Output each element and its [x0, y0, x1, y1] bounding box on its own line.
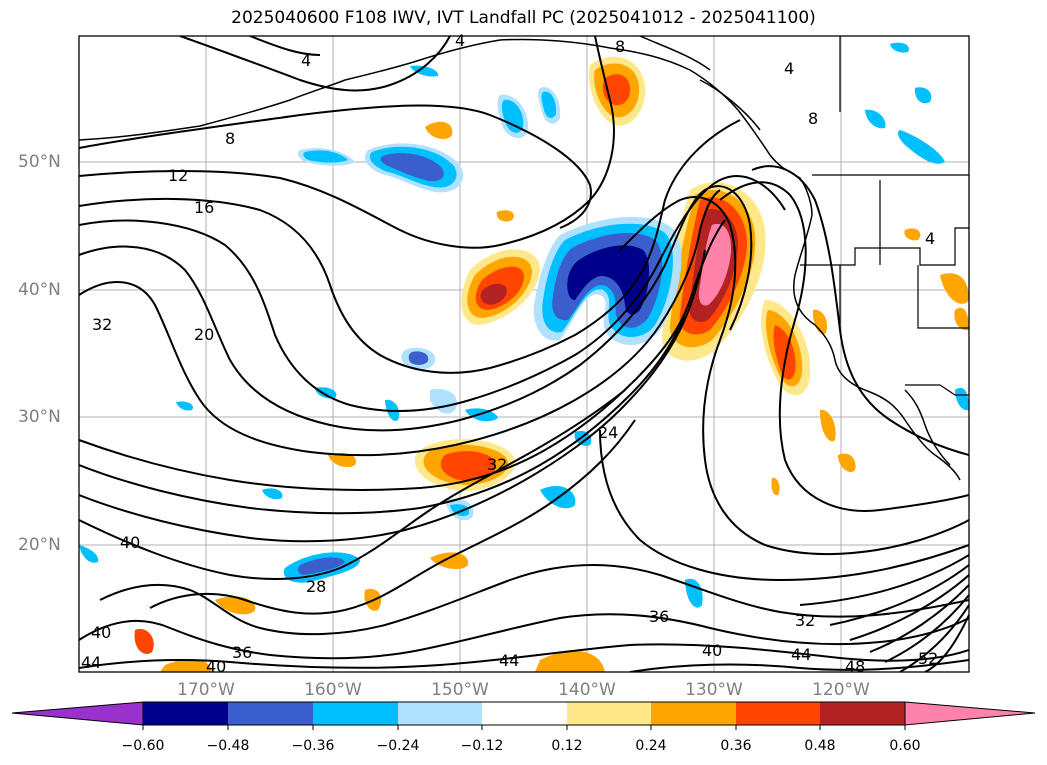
- colorbar: [11, 701, 1036, 730]
- contour-line: [179, 36, 451, 92]
- contour-label: 8: [225, 129, 235, 148]
- lon-label-170w: 170°W: [177, 680, 235, 700]
- contour-line: [719, 181, 969, 512]
- colorbar-over-arrow: [904, 701, 1036, 726]
- lon-label-130w: 130°W: [685, 680, 743, 700]
- contour-label: 36: [649, 607, 669, 626]
- contour-line: [79, 119, 741, 374]
- colorbar-tick-label: −0.60: [121, 738, 165, 754]
- colorbar-tick-label: −0.36: [291, 738, 335, 754]
- contour-line: [79, 185, 753, 432]
- contour-label: 32: [795, 611, 815, 630]
- iwv-contours: [79, 36, 969, 672]
- contour-label: 40: [120, 533, 140, 552]
- contour-line: [79, 249, 706, 543]
- negative-anomaly-fields: [79, 42, 969, 608]
- contour-line: [619, 196, 969, 556]
- colorbar-tick-label: 0.60: [889, 738, 921, 754]
- contour-label: 40: [702, 641, 722, 660]
- contour-line: [79, 389, 626, 581]
- lat-label-20n: 20°N: [18, 535, 61, 555]
- borders: [800, 36, 969, 396]
- contour-label: 28: [306, 577, 326, 596]
- colorbar-tick-label: −0.48: [206, 738, 250, 754]
- lat-label-40n: 40°N: [18, 280, 61, 300]
- contour-label: 36: [232, 643, 252, 662]
- contour-label: 4: [784, 59, 794, 78]
- contour-label-group: 4 4 8 8 12 16 20 24 28 32 32 32 36 36 40…: [81, 31, 938, 676]
- colorbar-tick-label: −0.12: [460, 738, 504, 754]
- colorbar-tick-label: −0.24: [376, 738, 420, 754]
- bc-coast: [793, 214, 961, 481]
- contour-line: [79, 104, 592, 229]
- contour-line: [79, 189, 721, 457]
- contour-label: 40: [206, 657, 226, 676]
- contour-label: 40: [91, 623, 111, 642]
- colorbar-tick-label: 0.36: [720, 738, 752, 754]
- contour-label: 32: [92, 315, 112, 334]
- lat-label-50n: 50°N: [18, 152, 61, 172]
- contour-label: 48: [845, 657, 865, 676]
- colorbar-under-arrow: [11, 701, 144, 726]
- contour-label: 4: [455, 31, 465, 50]
- contour-label: 24: [598, 423, 618, 442]
- baja-coast: [904, 389, 951, 466]
- contour-line: [79, 36, 615, 249]
- contour-line: [149, 419, 636, 615]
- contour-label: 20: [194, 325, 214, 344]
- contour-line: [869, 584, 969, 653]
- contour-label: 32: [487, 455, 507, 474]
- contour-line: [899, 604, 969, 672]
- contour-label: 44: [499, 651, 519, 670]
- contour-line: [799, 554, 969, 606]
- contour-line: [924, 614, 969, 672]
- colorbar-tick-label: 0.12: [551, 738, 583, 754]
- map-frame: [78, 35, 970, 673]
- contour-line: [249, 36, 321, 56]
- contour-label: 52: [918, 649, 938, 668]
- positive-anomaly-fields: [134, 56, 969, 672]
- contour-label: 4: [925, 229, 935, 248]
- alaska-coast: [79, 38, 813, 216]
- lat-label-30n: 30°N: [18, 407, 61, 427]
- map-title: 2025040600 F108 IWV, IVT Landfall PC (20…: [231, 8, 816, 28]
- contour-line: [79, 613, 969, 660]
- contour-line: [884, 594, 969, 663]
- contour-label: 12: [168, 166, 188, 185]
- contour-label: 44: [81, 653, 101, 672]
- contour-line: [79, 314, 686, 515]
- lon-label-140w: 140°W: [558, 680, 616, 700]
- contour-label: 8: [615, 37, 625, 56]
- contour-line: [79, 219, 726, 491]
- contour-label: 44: [791, 645, 811, 664]
- contour-line: [599, 429, 969, 582]
- lon-label-150w: 150°W: [431, 680, 489, 700]
- colorbar-tick-label: 0.48: [804, 738, 836, 754]
- lon-label-120w: 120°W: [812, 680, 870, 700]
- contour-line: [829, 564, 969, 626]
- contour-line: [99, 563, 969, 636]
- colorbar-tick-label: 0.24: [635, 738, 667, 754]
- contour-line: [849, 574, 969, 641]
- coastlines: [79, 36, 961, 481]
- lon-label-160w: 160°W: [304, 680, 362, 700]
- contour-line: [79, 643, 969, 669]
- contour-label: 4: [301, 51, 311, 70]
- contour-label: 16: [194, 198, 214, 217]
- contour-label: 8: [808, 109, 818, 128]
